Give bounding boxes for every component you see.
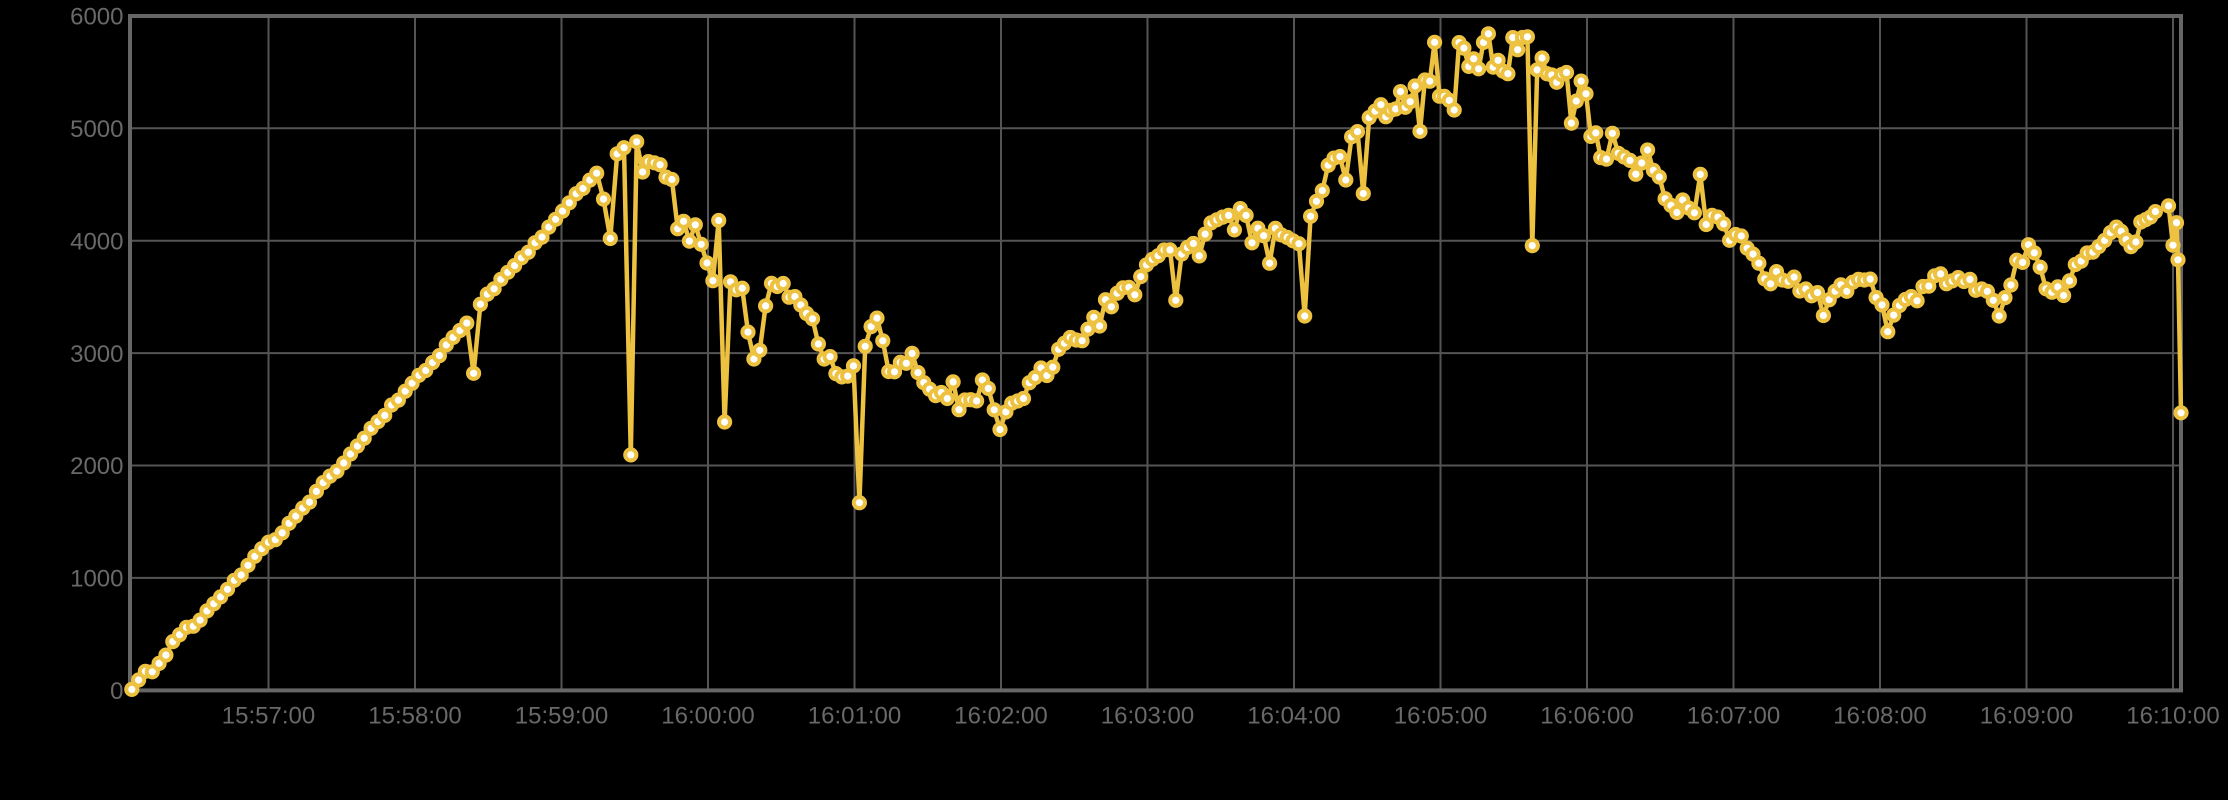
svg-text:16:06:00: 16:06:00: [1540, 703, 1633, 730]
svg-text:16:00:00: 16:00:00: [661, 703, 754, 730]
svg-text:6000: 6000: [70, 4, 123, 31]
svg-text:4000: 4000: [70, 228, 123, 255]
svg-text:16:09:00: 16:09:00: [1980, 703, 2073, 730]
svg-text:16:10:00: 16:10:00: [2126, 703, 2219, 730]
svg-text:16:08:00: 16:08:00: [1833, 703, 1926, 730]
svg-text:1000: 1000: [70, 566, 123, 593]
svg-text:15:57:00: 15:57:00: [222, 703, 315, 730]
svg-text:16:03:00: 16:03:00: [1101, 703, 1194, 730]
svg-text:2000: 2000: [70, 453, 123, 480]
svg-text:5000: 5000: [70, 116, 123, 143]
svg-text:16:07:00: 16:07:00: [1687, 703, 1780, 730]
svg-text:15:59:00: 15:59:00: [515, 703, 608, 730]
svg-text:16:04:00: 16:04:00: [1247, 703, 1340, 730]
svg-text:16:02:00: 16:02:00: [954, 703, 1047, 730]
svg-text:16:01:00: 16:01:00: [808, 703, 901, 730]
svg-text:15:58:00: 15:58:00: [368, 703, 461, 730]
svg-text:16:05:00: 16:05:00: [1394, 703, 1487, 730]
svg-text:0: 0: [110, 678, 123, 705]
svg-text:3000: 3000: [70, 341, 123, 368]
